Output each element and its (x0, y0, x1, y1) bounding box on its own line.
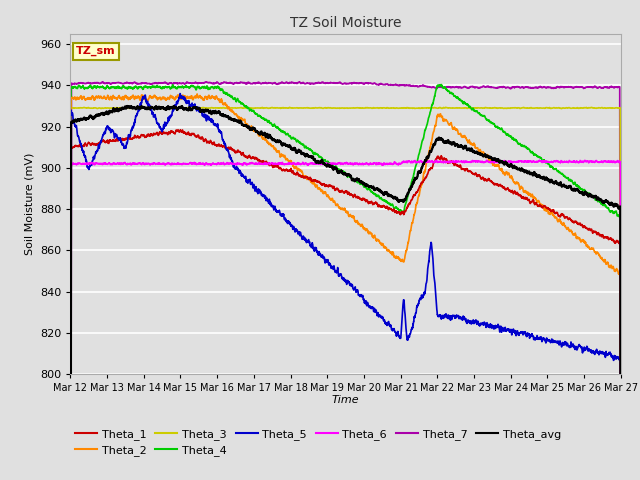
Legend: Theta_1, Theta_2, Theta_3, Theta_4, Theta_5, Theta_6, Theta_7, Theta_avg: Theta_1, Theta_2, Theta_3, Theta_4, Thet… (70, 424, 566, 460)
Title: TZ Soil Moisture: TZ Soil Moisture (290, 16, 401, 30)
X-axis label: Time: Time (332, 395, 360, 405)
Y-axis label: Soil Moisture (mV): Soil Moisture (mV) (24, 153, 35, 255)
Text: TZ_sm: TZ_sm (76, 46, 116, 56)
